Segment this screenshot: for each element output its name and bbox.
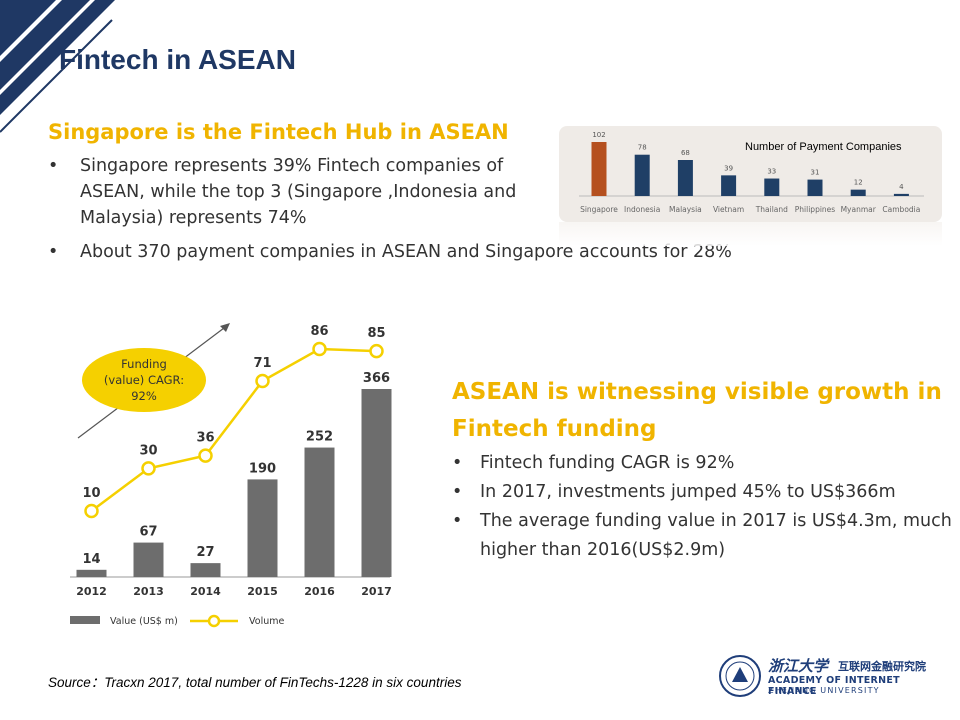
payment-chart-panel (559, 126, 942, 222)
cagr-bubble (82, 348, 206, 412)
payment-value-label: 68 (681, 149, 690, 157)
volume-line (90, 347, 377, 513)
funding-value-bar (190, 563, 221, 577)
funding-value-bar (304, 447, 335, 577)
funding-value-label: 366 (363, 371, 390, 386)
hub-bullets: Singapore represents 39% Fintech compani… (48, 153, 732, 265)
payment-bar (764, 178, 780, 196)
funding-value-label: 190 (249, 461, 276, 476)
logo-chinese-institute: 互联网金融研究院 (838, 660, 926, 673)
cagr-label-line2: (value) CAGR: (104, 373, 184, 387)
funding-value-bar (133, 542, 164, 577)
payment-value-label: 4 (899, 183, 904, 191)
payment-chart-reflection (559, 222, 942, 246)
volume-point (255, 373, 270, 389)
hub-heading: Singapore is the Fintech Hub in ASEAN (48, 120, 509, 144)
funding-year-label: 2012 (76, 585, 107, 598)
source-note: Source：Tracxn 2017, total number of FinT… (48, 675, 462, 690)
payment-category-label: Singapore (580, 205, 618, 214)
funding-value-label: 67 (139, 525, 157, 540)
funding-year-label: 2015 (247, 585, 278, 598)
funding-year-label: 2014 (190, 585, 221, 598)
payment-category-label: Myanmar (841, 205, 877, 214)
volume-value-label: 85 (367, 326, 385, 341)
legend-value-swatch (70, 616, 100, 624)
payment-category-label: Philippines (795, 205, 836, 214)
payment-category-label: Cambodia (882, 205, 920, 214)
growth-bullet-2: In 2017, investments jumped 45% to US$36… (452, 478, 952, 507)
legend-value-label: Value (US$ m) (110, 616, 178, 627)
volume-value-label: 86 (310, 324, 328, 339)
payment-value-label: 78 (638, 144, 647, 152)
funding-value-label: 14 (82, 552, 100, 567)
payment-bar (850, 189, 866, 196)
cagr-label-line3: 92% (131, 389, 157, 403)
payment-bar (721, 175, 737, 196)
payment-value-label: 12 (854, 179, 863, 187)
funding-value-bar (76, 569, 107, 577)
funding-value-label: 252 (306, 430, 333, 445)
legend-volume-label: Volume (249, 616, 284, 627)
payment-value-label: 39 (724, 164, 733, 172)
volume-value-label: 10 (82, 486, 100, 501)
funding-year-label: 2016 (304, 585, 335, 598)
payment-value-label: 31 (811, 169, 820, 177)
volume-point (312, 341, 327, 357)
university-logo: 浙江大学 互联网金融研究院 ACADEMY OF INTERNET FINANC… (718, 652, 933, 700)
payment-bar (634, 154, 650, 196)
payment-bar (807, 179, 823, 196)
funding-value-bar (361, 389, 392, 577)
hub-bullet-1: Singapore represents 39% Fintech compani… (48, 153, 548, 231)
payment-bar (591, 142, 607, 196)
volume-point (84, 503, 99, 519)
logo-english-university: ZHEJIANG UNIVERSITY (768, 686, 880, 695)
payment-value-label: 33 (767, 168, 776, 176)
funding-value-bar (247, 479, 278, 577)
volume-point (369, 343, 384, 359)
growth-bullet-3: The average funding value in 2017 is US$… (452, 507, 952, 565)
legend-volume-point (207, 614, 221, 628)
volume-point (198, 448, 213, 463)
payment-bar (893, 193, 909, 196)
volume-value-label: 36 (196, 431, 214, 446)
cagr-label-line1: Funding (121, 357, 167, 371)
volume-point (141, 461, 156, 476)
payment-category-label: Vietnam (713, 205, 744, 214)
growth-arrow-head (220, 323, 230, 332)
funding-year-label: 2013 (133, 585, 164, 598)
funding-year-label: 2017 (361, 585, 392, 598)
volume-value-label: 71 (253, 356, 271, 371)
payment-bar (677, 160, 693, 196)
volume-value-label: 30 (139, 443, 157, 458)
payment-category-label: Indonesia (624, 205, 660, 214)
growth-bullet-1: Fintech funding CAGR is 92% (452, 449, 952, 478)
funding-value-label: 27 (196, 545, 214, 560)
corner-decoration (0, 0, 115, 133)
payment-category-label: Thailand (755, 205, 788, 214)
growth-heading: ASEAN is witnessing visible growth in Fi… (452, 379, 942, 442)
payment-category-label: Malaysia (669, 205, 702, 214)
growth-bullets: Fintech funding CAGR is 92% In 2017, inv… (452, 449, 952, 565)
hub-bullet-2: About 370 payment companies in ASEAN and… (48, 239, 840, 265)
payment-companies-chart: 102 Singapore 78 Indonesia 68 Malaysia 39 Vietn… (579, 131, 924, 214)
university-seal-icon (719, 655, 761, 697)
payment-chart-title: Number of Payment Companies (745, 141, 902, 153)
logo-chinese-name: 浙江大学 (768, 657, 829, 675)
page-title: Fintech in ASEAN (59, 44, 296, 75)
funding-chart: Funding (value) CAGR: 92% 14 2012 67 2013 27… (70, 323, 392, 628)
logo-english-name: ACADEMY OF INTERNET FINANCE (768, 675, 900, 697)
payment-value-label: 102 (592, 131, 605, 139)
